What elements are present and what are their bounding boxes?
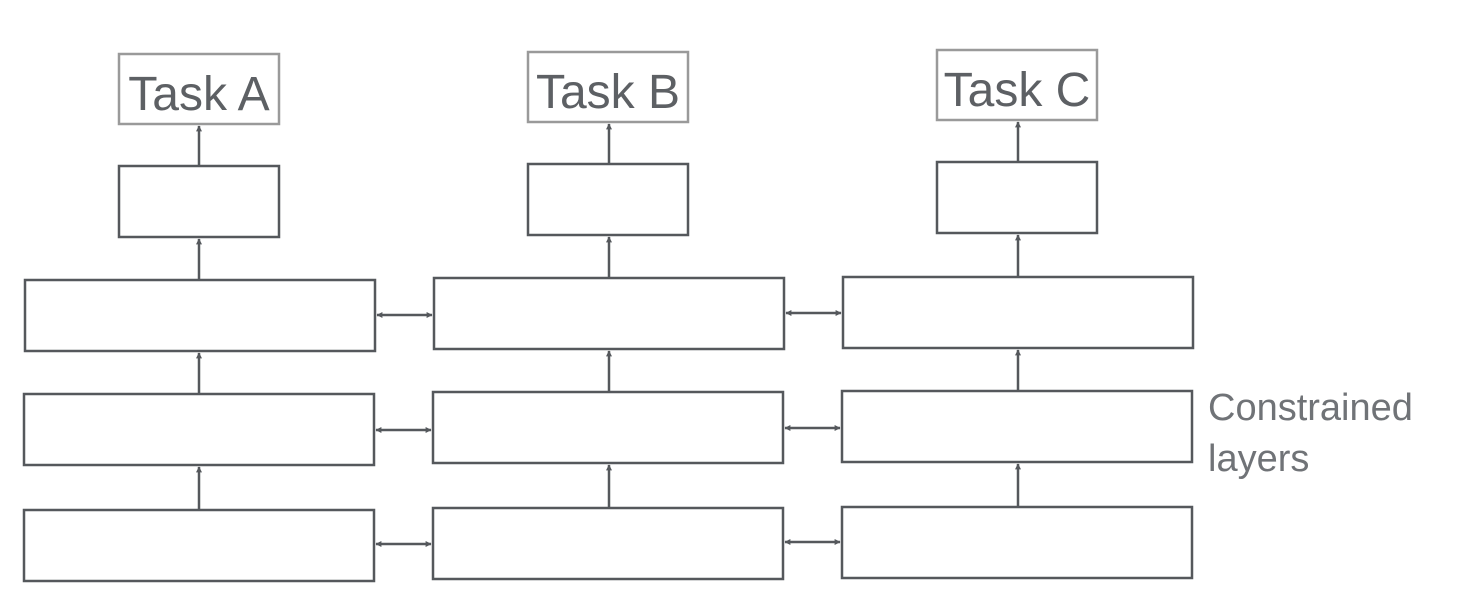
annotation-line-2: layers bbox=[1208, 438, 1309, 480]
task-c-box bbox=[935, 48, 1099, 122]
annotation-line-1: Constrained bbox=[1208, 387, 1413, 429]
shared-layer-a-1 bbox=[22, 508, 376, 583]
task-a-specific-layer bbox=[117, 164, 281, 239]
task-c-label: Task C bbox=[944, 64, 1091, 117]
column-b: Task B bbox=[431, 50, 786, 581]
shared-layer-b-1 bbox=[431, 506, 785, 581]
column-a: Task A bbox=[22, 52, 377, 583]
shared-layer-b-2 bbox=[431, 390, 785, 465]
task-c-specific-layer bbox=[935, 160, 1099, 235]
constrained-links bbox=[375, 310, 842, 547]
task-b-specific-layer bbox=[526, 162, 690, 237]
task-b-label: Task B bbox=[536, 66, 680, 119]
shared-layer-c-1 bbox=[840, 505, 1194, 580]
task-a-box bbox=[117, 52, 281, 126]
shared-layer-c-3 bbox=[841, 275, 1195, 350]
task-b-box bbox=[526, 50, 690, 124]
constrained-layers-annotation: Constrained layers bbox=[1208, 387, 1413, 480]
shared-layer-c-2 bbox=[840, 389, 1194, 464]
column-c: Task C bbox=[840, 48, 1195, 580]
task-a-label: Task A bbox=[128, 68, 269, 121]
shared-layer-a-3 bbox=[23, 278, 377, 353]
shared-layer-a-2 bbox=[22, 392, 376, 467]
shared-layer-b-3 bbox=[432, 276, 786, 351]
